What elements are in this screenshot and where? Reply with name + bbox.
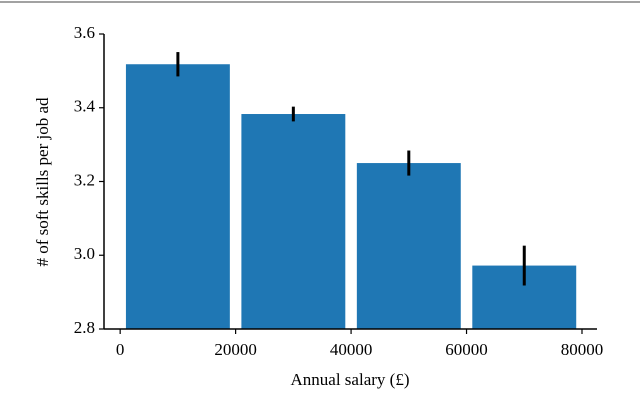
y-axis-label: # of soft skills per job ad (33, 97, 52, 267)
y-tick-label: 3.6 (74, 23, 95, 42)
bar (356, 163, 461, 329)
y-tick-label: 3.0 (74, 244, 95, 263)
y-tick-label: 3.2 (74, 170, 95, 189)
bar (241, 114, 346, 329)
bar (125, 64, 230, 330)
x-tick-label: 40000 (330, 340, 373, 359)
x-axis-label: Annual salary (£) (291, 370, 410, 389)
x-tick-label: 0 (116, 340, 125, 359)
x-tick-label: 20000 (214, 340, 257, 359)
y-tick-label: 3.4 (74, 97, 96, 116)
x-tick-label: 60000 (445, 340, 488, 359)
x-tick-label: 80000 (561, 340, 604, 359)
y-tick-label: 2.8 (74, 318, 95, 337)
